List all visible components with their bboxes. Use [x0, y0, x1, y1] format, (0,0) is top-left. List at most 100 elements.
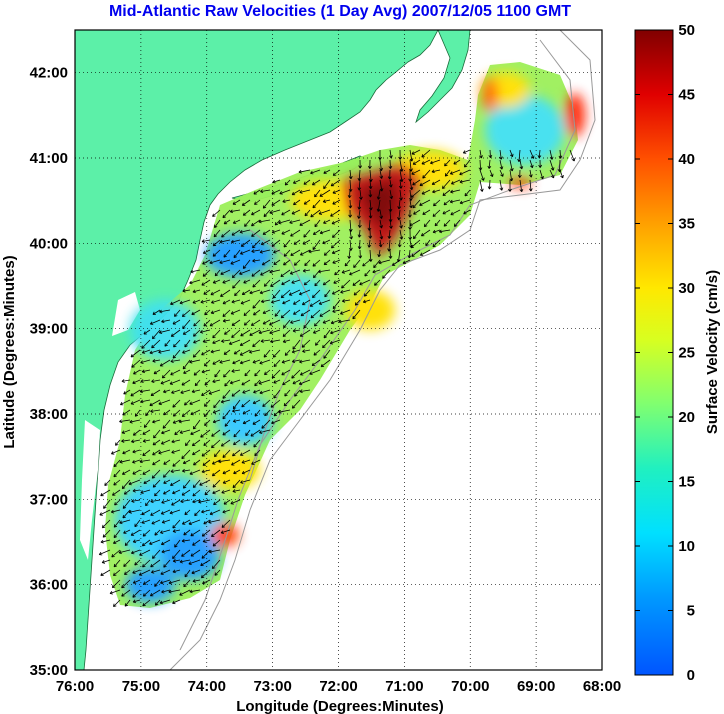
- velocity-arrow: [431, 179, 441, 185]
- velocity-arrow: [149, 399, 161, 407]
- velocity-arrow: [388, 249, 393, 259]
- velocity-arrow: [358, 249, 363, 259]
- velocity-arrow: [189, 399, 201, 405]
- velocity-arrow: [245, 429, 251, 437]
- velocity-arrow: [151, 379, 161, 383]
- velocity-arrow: [182, 288, 191, 293]
- velocity-arrow: [249, 289, 261, 295]
- velocity-arrow: [131, 499, 141, 503]
- velocity-arrow: [331, 219, 341, 225]
- velocity-arrow: [258, 329, 271, 335]
- velocity-arrow: [218, 459, 231, 464]
- velocity-arrow: [200, 299, 211, 304]
- velocity-arrow: [293, 299, 301, 305]
- velocity-arrow: [143, 329, 151, 335]
- velocity-arrow: [372, 269, 381, 274]
- velocity-arrow: [222, 409, 231, 420]
- velocity-arrow: [113, 519, 121, 528]
- velocity-arrow: [154, 579, 161, 587]
- velocity-arrow: [172, 399, 181, 408]
- velocity-arrow: [357, 219, 362, 228]
- velocity-arrow: [168, 589, 181, 594]
- velocity-arrow: [124, 569, 131, 575]
- velocity-arrow: [112, 539, 121, 544]
- velocity-arrow: [221, 229, 231, 238]
- velocity-arrow: [281, 369, 291, 376]
- velocity-arrow: [192, 349, 201, 358]
- velocity-arrow: [499, 169, 504, 177]
- velocity-arrow: [211, 559, 221, 569]
- velocity-arrow: [134, 519, 141, 528]
- velocity-arrow: [243, 279, 251, 284]
- velocity-arrow: [212, 409, 221, 414]
- velocity-arrow: [407, 249, 412, 259]
- velocity-arrow: [303, 279, 311, 286]
- velocity-arrow: [121, 589, 131, 597]
- velocity-arrow: [139, 459, 151, 464]
- velocity-arrow: [329, 339, 341, 345]
- velocity-arrow: [569, 149, 576, 162]
- velocity-arrow: [304, 209, 311, 217]
- velocity-arrow: [283, 399, 291, 407]
- velocity-arrow: [251, 249, 261, 253]
- velocity-arrow: [100, 539, 111, 544]
- velocity-arrow: [298, 169, 311, 174]
- velocity-arrow: [162, 419, 171, 429]
- velocity-arrow: [168, 579, 181, 585]
- velocity-arrow: [323, 219, 331, 224]
- velocity-arrow: [172, 558, 181, 563]
- velocity-arrow: [172, 569, 181, 574]
- velocity-arrow: [153, 369, 161, 375]
- velocity-arrow: [171, 449, 181, 454]
- velocity-arrow: [181, 449, 191, 460]
- velocity-arrow: [279, 189, 291, 195]
- velocity-arrow: [194, 509, 201, 517]
- velocity-arrow: [212, 329, 221, 339]
- velocity-arrow: [141, 369, 151, 374]
- velocity-arrow: [212, 539, 221, 547]
- map-title: Mid-Atlantic Raw Velocities (1 Day Avg) …: [109, 3, 571, 20]
- colorbar-tick-label: 10: [678, 538, 695, 555]
- velocity-arrow: [212, 419, 221, 424]
- velocity-arrow: [228, 339, 241, 345]
- velocity-arrow: [293, 309, 301, 315]
- velocity-arrow: [109, 589, 121, 595]
- velocity-arrow: [229, 209, 241, 214]
- velocity-arrow: [171, 499, 181, 506]
- velocity-arrow: [487, 179, 492, 190]
- velocity-arrow: [240, 329, 251, 337]
- velocity-arrow: [213, 499, 221, 506]
- velocity-arrow: [181, 519, 191, 525]
- velocity-arrow: [188, 519, 201, 526]
- velocity-arrow: [124, 599, 131, 607]
- velocity-arrow: [353, 259, 361, 268]
- velocity-arrow: [376, 199, 381, 212]
- velocity-arrow: [253, 189, 261, 195]
- velocity-arrow: [222, 429, 231, 436]
- velocity-arrow: [259, 289, 271, 295]
- velocity-arrow: [239, 359, 251, 365]
- velocity-arrow: [200, 429, 211, 438]
- velocity-arrow: [282, 329, 291, 337]
- velocity-arrow: [252, 239, 261, 249]
- velocity-arrow: [499, 149, 503, 160]
- velocity-arrow: [352, 279, 361, 286]
- velocity-arrow: [192, 289, 201, 294]
- velocity-arrow: [183, 369, 191, 374]
- velocity-arrow: [211, 439, 221, 449]
- velocity-arrow: [181, 538, 191, 543]
- velocity-arrow: [163, 469, 171, 478]
- velocity-arrow: [214, 569, 221, 576]
- velocity-arrow: [528, 179, 533, 192]
- velocity-arrow: [323, 169, 331, 174]
- velocity-arrow: [459, 199, 471, 205]
- velocity-arrow: [131, 359, 141, 368]
- velocity-arrow: [179, 559, 191, 564]
- velocity-arrow: [419, 199, 431, 206]
- velocity-arrow: [142, 439, 151, 443]
- velocity-arrow: [233, 439, 241, 446]
- velocity-arrow: [113, 459, 121, 468]
- velocity-arrow: [172, 409, 181, 417]
- velocity-arrow: [388, 159, 393, 169]
- velocity-arrow: [290, 319, 301, 324]
